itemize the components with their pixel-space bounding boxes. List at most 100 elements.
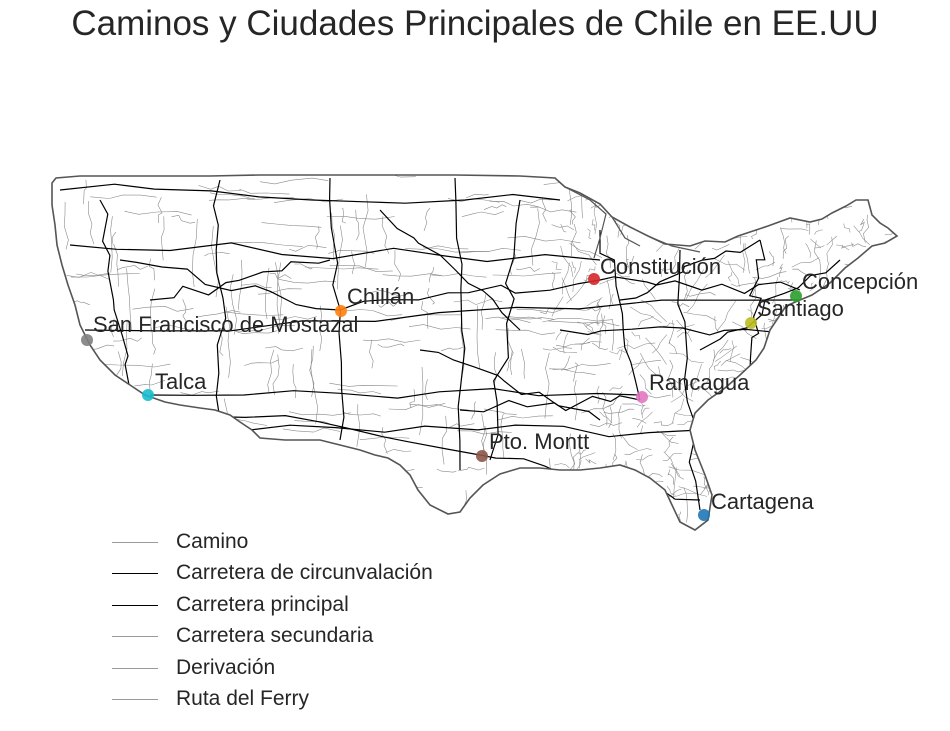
road-segment xyxy=(459,247,521,254)
road-segment xyxy=(552,346,577,353)
road-segment xyxy=(807,391,822,415)
road-segment xyxy=(449,423,475,428)
road-segment xyxy=(264,267,270,320)
city-marker-pto-montt[interactable] xyxy=(476,450,488,462)
road-segment xyxy=(782,235,790,259)
city-marker-talca[interactable] xyxy=(142,389,154,401)
road-segment xyxy=(685,292,716,297)
city-marker-rancagua[interactable] xyxy=(636,391,648,403)
road-segment xyxy=(223,398,228,451)
road-segment xyxy=(361,175,416,178)
road-segment xyxy=(670,492,697,497)
road-segment xyxy=(716,448,722,458)
road-segment xyxy=(615,272,636,285)
road-segment xyxy=(301,479,349,485)
city-marker-chillan[interactable] xyxy=(335,305,347,317)
road-segment xyxy=(389,512,452,518)
road-segment xyxy=(751,188,756,201)
road-segment xyxy=(589,422,623,428)
road-segment xyxy=(563,332,569,354)
road-segment xyxy=(853,309,866,313)
road-segment xyxy=(720,353,741,366)
road-segment xyxy=(770,402,796,409)
road-segment xyxy=(846,304,866,320)
legend-line-icon xyxy=(112,698,158,700)
road-segment xyxy=(860,408,890,415)
road-segment xyxy=(734,464,770,469)
road-segment xyxy=(580,337,590,351)
city-label-santiago: Santiago xyxy=(757,296,844,321)
road-segment xyxy=(779,347,813,361)
city-marker-santiago[interactable] xyxy=(745,317,757,329)
road-segment xyxy=(665,170,696,172)
road-segment xyxy=(840,390,850,394)
road-segment xyxy=(377,343,405,348)
road-segment xyxy=(593,201,597,234)
road-segment xyxy=(543,178,616,185)
road-segment xyxy=(775,366,780,408)
road-segment xyxy=(636,454,653,461)
road-segment xyxy=(319,305,323,352)
city-marker-cartagena[interactable] xyxy=(698,509,710,521)
road-segment xyxy=(596,504,602,518)
city-marker-san-francisco-de-mostazal[interactable] xyxy=(81,334,93,346)
road-segment xyxy=(759,395,782,406)
legend-label: Carretera secundaria xyxy=(176,624,374,648)
road-segment xyxy=(741,175,768,182)
road-segment xyxy=(372,289,410,297)
road-segment xyxy=(249,453,290,460)
road-segment xyxy=(662,453,683,461)
road-segment xyxy=(853,416,887,421)
road-segment xyxy=(225,311,284,316)
road-segment xyxy=(796,396,821,402)
road-segment xyxy=(727,260,740,287)
road-segment xyxy=(826,235,837,246)
road-segment xyxy=(162,412,187,419)
road-segment xyxy=(272,354,280,395)
road-segment xyxy=(624,448,652,455)
road-segment xyxy=(385,449,412,453)
road-segment xyxy=(586,299,600,307)
road-segment xyxy=(712,415,728,434)
road-segment xyxy=(694,228,711,250)
road-segment xyxy=(702,213,733,219)
road-segment xyxy=(588,266,596,273)
road-segment xyxy=(791,257,820,268)
road-segment xyxy=(500,413,505,460)
road-segment xyxy=(294,420,330,424)
road-segment xyxy=(165,486,202,493)
map-title: Caminos y Ciudades Principales de Chile … xyxy=(71,4,879,43)
road-segment xyxy=(700,447,720,452)
road-segment xyxy=(92,355,97,400)
road-segment xyxy=(706,435,722,457)
road-segment xyxy=(559,485,565,503)
road-segment xyxy=(885,297,891,311)
road-segment xyxy=(832,413,857,438)
road-segment xyxy=(191,414,197,463)
road-segment xyxy=(619,433,638,450)
city-marker-constitucion[interactable] xyxy=(588,273,600,285)
road-segment xyxy=(84,299,801,332)
road-segment xyxy=(76,273,110,280)
road-segment xyxy=(654,511,660,530)
road-segment xyxy=(848,381,884,388)
road-segment xyxy=(818,427,829,440)
road-segment xyxy=(732,321,757,339)
road-segment xyxy=(578,449,587,455)
road-segment xyxy=(577,321,593,333)
road-segment xyxy=(779,263,783,277)
road-segment xyxy=(826,236,833,263)
legend-label: Derivación xyxy=(176,655,276,679)
road-segment xyxy=(332,455,339,483)
road-segment xyxy=(85,497,90,530)
road-segment xyxy=(687,283,708,313)
road-segment xyxy=(527,492,599,500)
road-segment xyxy=(615,186,632,195)
road-segment xyxy=(458,466,485,472)
road-segment xyxy=(378,301,397,308)
road-segment xyxy=(294,501,298,530)
road-segment xyxy=(740,216,743,245)
city-marker-concepcion[interactable] xyxy=(790,290,802,302)
road-segment xyxy=(244,359,279,366)
road-segment xyxy=(824,384,840,402)
